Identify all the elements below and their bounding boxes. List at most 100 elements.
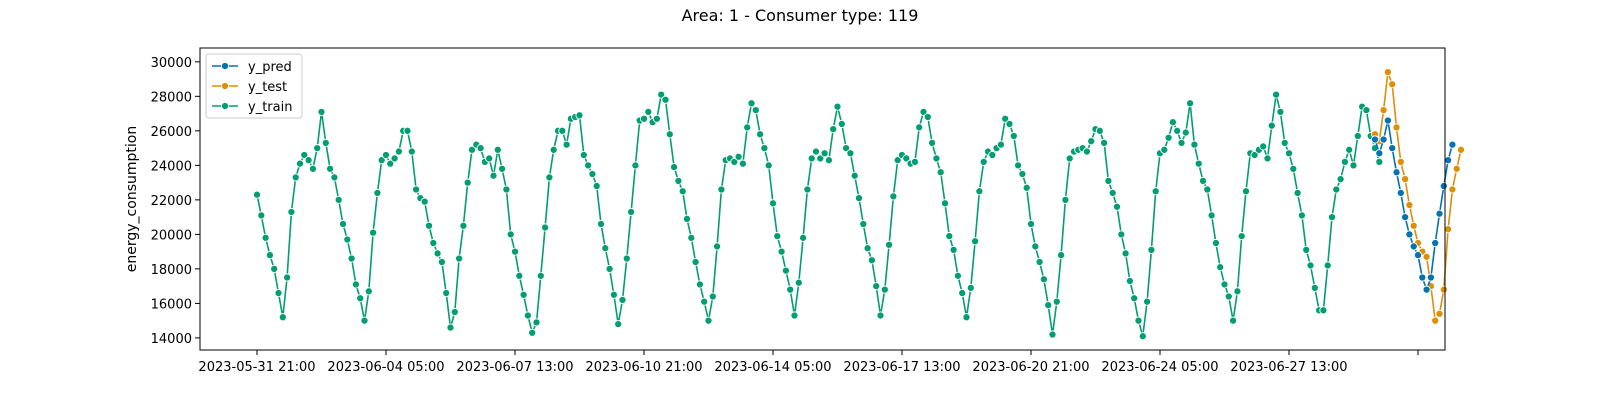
data-point-y-train bbox=[756, 130, 765, 139]
data-point-y-train bbox=[880, 285, 889, 294]
data-point-y-train bbox=[1143, 297, 1152, 306]
data-point-y-train bbox=[407, 147, 416, 156]
data-point-y-train bbox=[558, 126, 567, 135]
data-point-y-train bbox=[1044, 301, 1053, 310]
data-point-y-train bbox=[1229, 316, 1238, 325]
data-point-y-train bbox=[1216, 263, 1225, 272]
data-point-y-train bbox=[257, 211, 266, 220]
data-point-y-test bbox=[1383, 68, 1392, 77]
data-point-y-train bbox=[704, 316, 713, 325]
data-point-y-train bbox=[1009, 131, 1018, 141]
data-point-y-train bbox=[1173, 126, 1182, 135]
data-point-y-train bbox=[338, 219, 348, 229]
data-point-y-train bbox=[1100, 138, 1109, 147]
data-point-y-train bbox=[807, 154, 816, 163]
data-point-y-train bbox=[523, 311, 532, 320]
data-point-y-train bbox=[1095, 126, 1104, 135]
legend: y_pred y_test y_train bbox=[205, 53, 303, 119]
data-point-y-train bbox=[1349, 161, 1358, 170]
data-point-y-train bbox=[846, 149, 855, 158]
line-y-test bbox=[1374, 71, 1462, 322]
data-point-y-train bbox=[928, 138, 937, 147]
data-point-y-train bbox=[1327, 213, 1337, 222]
x-tick-label: 2023-06-17 13:00 bbox=[843, 360, 960, 375]
x-tick-label: 2023-06-04 05:00 bbox=[327, 360, 444, 375]
data-point-y-train bbox=[988, 150, 997, 160]
data-point-y-train bbox=[300, 150, 309, 160]
data-point-y-train bbox=[1108, 188, 1117, 198]
data-point-y-train bbox=[1057, 251, 1066, 260]
data-point-y-train bbox=[1177, 138, 1186, 147]
data-point-y-train bbox=[1297, 211, 1306, 220]
data-point-y-train bbox=[1134, 316, 1143, 325]
data-point-y-train bbox=[1310, 283, 1319, 292]
data-point-y-train bbox=[1164, 133, 1173, 142]
data-point-y-pred bbox=[1405, 230, 1414, 239]
data-point-y-train bbox=[347, 254, 356, 263]
data-point-y-train bbox=[373, 188, 382, 198]
data-point-y-train bbox=[360, 316, 369, 325]
data-point-y-train bbox=[334, 195, 343, 204]
data-point-y-train bbox=[1267, 121, 1276, 130]
data-point-y-train bbox=[1323, 261, 1332, 270]
data-point-y-train bbox=[1125, 276, 1134, 286]
data-point-y-train bbox=[996, 140, 1005, 149]
data-point-y-pred bbox=[1448, 140, 1457, 149]
data-point-y-train bbox=[902, 154, 911, 163]
data-point-y-train bbox=[1280, 138, 1289, 147]
x-tick-label: 2023-05-31 21:00 bbox=[198, 360, 315, 375]
data-point-y-train bbox=[326, 164, 335, 173]
data-point-y-pred bbox=[1370, 135, 1380, 144]
data-point-y-train bbox=[867, 256, 876, 265]
data-point-y-train bbox=[545, 173, 554, 182]
data-point-y-train bbox=[1001, 114, 1010, 123]
data-point-y-train bbox=[1168, 118, 1177, 127]
data-point-y-train bbox=[1026, 219, 1036, 229]
data-point-y-train bbox=[584, 161, 593, 170]
data-point-y-train bbox=[1306, 261, 1315, 270]
data-point-y-test bbox=[1456, 145, 1466, 154]
data-point-y-test bbox=[1452, 164, 1461, 173]
data-point-y-train bbox=[764, 161, 773, 170]
data-point-y-train bbox=[885, 240, 894, 249]
data-point-y-train bbox=[1259, 142, 1268, 151]
data-point-y-train bbox=[549, 145, 558, 154]
y-tick-label: 20000 bbox=[151, 228, 192, 243]
data-point-y-train bbox=[459, 221, 468, 230]
data-point-y-train bbox=[734, 152, 743, 161]
data-point-y-train bbox=[1186, 99, 1195, 108]
legend-item-y-pred: y_pred bbox=[212, 60, 292, 75]
data-point-y-train bbox=[614, 320, 623, 329]
data-point-y-train bbox=[304, 156, 313, 165]
data-point-y-train bbox=[1147, 245, 1156, 254]
data-point-y-train bbox=[1220, 280, 1229, 289]
data-point-y-train bbox=[1345, 145, 1354, 154]
data-point-y-train bbox=[919, 107, 928, 116]
data-point-y-train bbox=[386, 159, 395, 168]
data-point-y-train bbox=[1353, 131, 1362, 141]
data-point-y-pred bbox=[1439, 182, 1448, 191]
data-point-y-train bbox=[291, 173, 300, 182]
data-point-y-pred bbox=[1388, 144, 1397, 153]
data-point-y-train bbox=[1250, 150, 1259, 160]
series-y-train bbox=[252, 90, 1384, 341]
data-point-y-train bbox=[1211, 238, 1220, 248]
data-point-y-train bbox=[949, 245, 958, 254]
x-tick-label: 2023-06-14 05:00 bbox=[714, 360, 831, 375]
data-point-y-train bbox=[502, 185, 511, 194]
data-point-y-train bbox=[893, 156, 902, 165]
data-point-y-train bbox=[1332, 185, 1341, 194]
data-point-y-train bbox=[588, 169, 597, 179]
data-point-y-train bbox=[717, 185, 726, 194]
data-point-y-train bbox=[1014, 161, 1023, 170]
data-point-y-train bbox=[790, 311, 799, 320]
legend-item-y-test: y_test bbox=[212, 80, 287, 95]
data-point-y-train bbox=[1130, 294, 1139, 303]
data-point-y-test bbox=[1405, 200, 1414, 210]
data-point-y-train bbox=[1039, 275, 1048, 284]
data-point-y-train bbox=[859, 219, 868, 229]
data-point-y-train bbox=[575, 111, 584, 120]
legend-item-y-train: y_train bbox=[212, 100, 292, 115]
data-point-y-train bbox=[519, 290, 528, 299]
data-point-y-train bbox=[1052, 297, 1061, 306]
